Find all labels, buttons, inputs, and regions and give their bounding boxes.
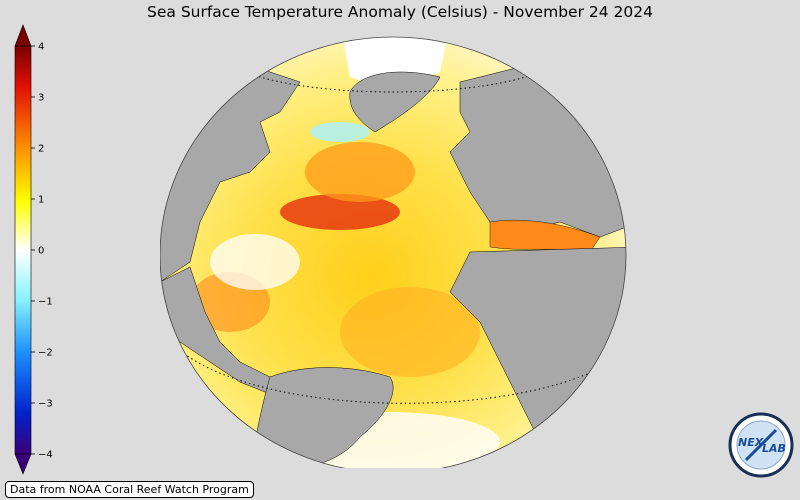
map-title: Sea Surface Temperature Anomaly (Celsius… [147, 3, 653, 21]
warm-anomaly-gulf-stream [280, 194, 400, 230]
atlantic-globe-map [160, 36, 627, 468]
colorbar-gradient [14, 45, 32, 455]
colorbar: 4 3 2 1 0 −1 −2 −3 −4 [14, 24, 53, 475]
colorbar-tick-label: −1 [38, 297, 53, 308]
greenland-land [349, 71, 441, 133]
svg-text:NEX: NEX [738, 436, 764, 449]
colorbar-bottom-arrow [14, 453, 32, 475]
colorbar-top-arrow [14, 24, 32, 47]
svg-text:LAB: LAB [762, 442, 786, 455]
nexlab-logo: NEX LAB [728, 412, 794, 478]
colorbar-tick-label: 1 [38, 195, 44, 206]
cool-anomaly-labrador [310, 122, 370, 142]
colorbar-tick-label: 4 [38, 42, 44, 53]
colorbar-tick-label: 2 [38, 144, 44, 155]
warm-anomaly-north-atlantic [305, 142, 415, 202]
colorbar-tick-label: 0 [38, 246, 44, 257]
warm-anomaly-tropical [340, 287, 480, 377]
colorbar-tick-label: 3 [38, 93, 44, 104]
tropic-line [169, 341, 626, 404]
cool-anomaly-west [210, 234, 300, 290]
globe-outline [160, 36, 627, 468]
colorbar-tick-label: −4 [38, 450, 53, 461]
data-source-note: Data from NOAA Coral Reef Watch Program [5, 481, 254, 498]
colorbar-tick-label: −2 [38, 348, 53, 359]
colorbar-tick-label: −3 [38, 399, 53, 410]
